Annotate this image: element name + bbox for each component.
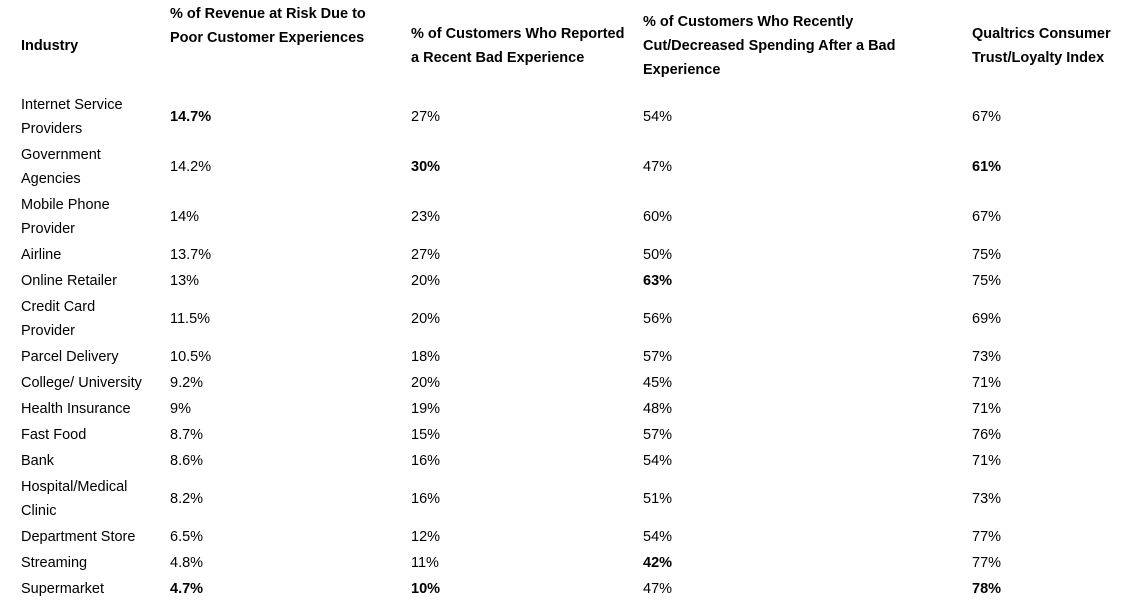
cell-trust-index: 78%	[972, 581, 1002, 597]
cell-bad-experience: 12%	[411, 529, 441, 545]
cell-trust-index: 61%	[972, 159, 1002, 175]
cell-industry: College/ University	[21, 375, 142, 391]
cell-cut-spending: 42%	[643, 555, 673, 571]
cell-revenue-at-risk: 9.2%	[170, 375, 204, 391]
header-trust-index: Qualtrics Consumer Trust/Loyalty Index	[972, 26, 1111, 66]
table-row: Mobile Phone Provider 14% 23% 60% 67%	[12, 192, 1122, 242]
cell-industry: Supermarket	[21, 581, 105, 597]
cell-bad-experience: 23%	[411, 209, 441, 225]
table-row: Parcel Delivery 10.5% 18% 57% 73%	[12, 344, 1122, 370]
cell-bad-experience: 11%	[411, 555, 439, 571]
industry-experience-table: Industry % of Revenue at Risk Due to Poo…	[12, 0, 1122, 602]
cell-industry: Airline	[21, 247, 62, 263]
table-row: Online Retailer 13% 20% 63% 75%	[12, 268, 1122, 294]
cell-trust-index: 75%	[972, 273, 1002, 289]
cell-trust-index: 71%	[972, 401, 1002, 417]
cell-trust-index: 77%	[972, 555, 1002, 571]
cell-bad-experience: 30%	[411, 159, 441, 175]
cell-cut-spending: 47%	[643, 581, 673, 597]
cell-bad-experience: 27%	[411, 247, 441, 263]
cell-industry: Credit Card Provider	[21, 299, 96, 339]
cell-trust-index: 76%	[972, 427, 1002, 443]
cell-cut-spending: 54%	[643, 453, 673, 469]
industry-table-container: Industry % of Revenue at Risk Due to Poo…	[21, 6, 1111, 597]
cell-bad-experience: 27%	[411, 109, 441, 125]
table-row: Airline 13.7% 27% 50% 75%	[12, 242, 1122, 268]
cell-revenue-at-risk: 6.5%	[170, 529, 204, 545]
table-row: Government Agencies 14.2% 30% 47% 61%	[12, 142, 1122, 192]
cell-cut-spending: 54%	[643, 529, 673, 545]
table-row: Supermarket 4.7% 10% 47% 78%	[12, 576, 1122, 602]
cell-trust-index: 67%	[972, 109, 1002, 125]
cell-trust-index: 73%	[972, 349, 1002, 365]
cell-trust-index: 69%	[972, 311, 1002, 327]
table-row: Fast Food 8.7% 15% 57% 76%	[12, 422, 1122, 448]
cell-bad-experience: 10%	[411, 581, 441, 597]
cell-industry: Streaming	[21, 555, 88, 571]
cell-bad-experience: 20%	[411, 311, 441, 327]
table-row: Hospital/Medical Clinic 8.2% 16% 51% 73%	[12, 474, 1122, 524]
header-revenue-at-risk: % of Revenue at Risk Due to Poor Custome…	[170, 6, 366, 46]
cell-industry: Mobile Phone Provider	[21, 197, 110, 237]
header-industry: Industry	[21, 38, 79, 54]
cell-bad-experience: 20%	[411, 273, 441, 289]
table-body: Internet Service Providers 14.7% 27% 54% 67%…	[12, 92, 1122, 602]
table-row: Bank 8.6% 16% 54% 71%	[12, 448, 1122, 474]
cell-trust-index: 75%	[972, 247, 1002, 263]
table-row: Health Insurance 9% 19% 48% 71%	[12, 396, 1122, 422]
cell-cut-spending: 51%	[643, 491, 673, 507]
cell-revenue-at-risk: 10.5%	[170, 349, 212, 365]
cell-cut-spending: 57%	[643, 427, 673, 443]
cell-trust-index: 73%	[972, 491, 1002, 507]
cell-cut-spending: 57%	[643, 349, 673, 365]
header-cut-spending: % of Customers Who Recently Cut/Decrease…	[643, 14, 896, 78]
cell-cut-spending: 54%	[643, 109, 673, 125]
cell-revenue-at-risk: 9%	[170, 401, 191, 417]
cell-bad-experience: 15%	[411, 427, 441, 443]
cell-revenue-at-risk: 14%	[170, 209, 200, 225]
cell-industry: Parcel Delivery	[21, 349, 119, 365]
cell-trust-index: 77%	[972, 529, 1002, 545]
cell-revenue-at-risk: 11.5%	[170, 311, 211, 327]
cell-revenue-at-risk: 4.8%	[170, 555, 204, 571]
cell-bad-experience: 20%	[411, 375, 441, 391]
cell-bad-experience: 16%	[411, 453, 441, 469]
cell-cut-spending: 47%	[643, 159, 673, 175]
cell-revenue-at-risk: 8.2%	[170, 491, 204, 507]
cell-industry: Department Store	[21, 529, 136, 545]
cell-revenue-at-risk: 8.6%	[170, 453, 204, 469]
cell-industry: Bank	[21, 453, 55, 469]
cell-bad-experience: 16%	[411, 491, 441, 507]
table-row: Department Store 6.5% 12% 54% 77%	[12, 524, 1122, 550]
cell-industry: Fast Food	[21, 427, 87, 443]
cell-cut-spending: 45%	[643, 375, 673, 391]
cell-bad-experience: 18%	[411, 349, 441, 365]
cell-cut-spending: 48%	[643, 401, 673, 417]
cell-industry: Government Agencies	[21, 147, 101, 187]
cell-revenue-at-risk: 8.7%	[170, 427, 204, 443]
cell-trust-index: 71%	[972, 375, 1002, 391]
cell-cut-spending: 56%	[643, 311, 673, 327]
cell-revenue-at-risk: 13.7%	[170, 247, 212, 263]
cell-industry: Internet Service Providers	[21, 97, 123, 137]
table-header-row: Industry % of Revenue at Risk Due to Poo…	[12, 0, 1122, 92]
cell-cut-spending: 60%	[643, 209, 673, 225]
cell-industry: Online Retailer	[21, 273, 117, 289]
cell-trust-index: 71%	[972, 453, 1002, 469]
cell-revenue-at-risk: 14.2%	[170, 159, 212, 175]
table-row: College/ University 9.2% 20% 45% 71%	[12, 370, 1122, 396]
table-row: Streaming 4.8% 11% 42% 77%	[12, 550, 1122, 576]
table-row: Internet Service Providers 14.7% 27% 54% 67%	[12, 92, 1122, 142]
cell-revenue-at-risk: 13%	[170, 273, 200, 289]
cell-bad-experience: 19%	[411, 401, 441, 417]
cell-trust-index: 67%	[972, 209, 1002, 225]
cell-industry: Health Insurance	[21, 401, 131, 417]
header-bad-experience: % of Customers Who Reported a Recent Bad…	[411, 26, 625, 66]
cell-revenue-at-risk: 14.7%	[170, 109, 212, 125]
table-row: Credit Card Provider 11.5% 20% 56% 69%	[12, 294, 1122, 344]
cell-cut-spending: 63%	[643, 273, 673, 289]
cell-cut-spending: 50%	[643, 247, 673, 263]
cell-industry: Hospital/Medical Clinic	[21, 479, 128, 519]
cell-revenue-at-risk: 4.7%	[170, 581, 204, 597]
